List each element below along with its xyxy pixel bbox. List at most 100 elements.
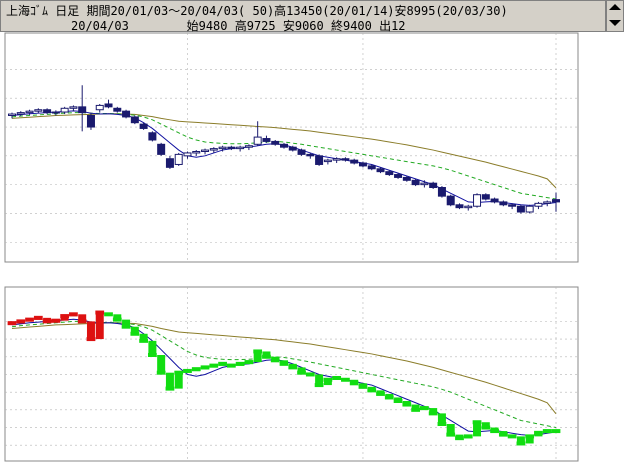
candle-body xyxy=(437,187,446,197)
candle-body xyxy=(51,111,60,114)
kagi-block xyxy=(543,431,552,434)
ma10-line xyxy=(11,112,557,200)
candle-body xyxy=(332,158,341,161)
kagi-block xyxy=(227,363,236,366)
kagi-block xyxy=(437,413,446,424)
kagi-block xyxy=(367,386,376,391)
candle-body xyxy=(165,158,174,168)
kagi-block xyxy=(508,434,517,437)
kagi-block xyxy=(34,317,43,320)
candle-body xyxy=(534,202,543,207)
candle-body xyxy=(78,106,87,114)
kagi-block xyxy=(113,314,122,320)
candle-body xyxy=(60,107,69,113)
kagi-block xyxy=(358,383,367,387)
kagi-ma10-line xyxy=(11,320,557,429)
candle-body xyxy=(34,109,43,112)
kagi-block xyxy=(16,321,25,324)
kagi-block xyxy=(306,372,315,375)
candle-body xyxy=(253,136,262,145)
candle-body xyxy=(411,179,420,186)
kagi-block xyxy=(516,436,525,444)
candle-body xyxy=(43,109,52,114)
kagi-block xyxy=(323,379,332,386)
candle-body xyxy=(481,194,490,200)
kagi-block xyxy=(446,424,455,435)
candle-body xyxy=(192,151,201,154)
candle-body xyxy=(271,140,280,145)
kagi-block xyxy=(341,378,350,380)
candle-body xyxy=(236,146,245,150)
candle-body xyxy=(209,148,218,151)
candle-body xyxy=(420,182,429,186)
kagi-block xyxy=(262,351,271,357)
kagi-block xyxy=(86,321,95,340)
kagi-block xyxy=(394,397,403,401)
kagi-block xyxy=(332,378,341,380)
kagi-block xyxy=(192,369,201,372)
candle-body xyxy=(376,168,385,173)
candle-body xyxy=(402,176,411,181)
candle-body xyxy=(113,107,122,112)
kagi-block xyxy=(209,365,218,368)
candle-body xyxy=(174,153,183,165)
candle-body xyxy=(288,146,297,151)
kagi-block xyxy=(51,320,60,323)
candle-body xyxy=(508,204,517,207)
kagi-block xyxy=(411,404,420,410)
candle-body xyxy=(244,145,253,148)
kagi-block xyxy=(420,408,429,411)
kagi-block xyxy=(385,393,394,398)
scroll-down-arrow-icon[interactable] xyxy=(609,20,621,26)
kagi-block xyxy=(473,422,482,437)
candle-body xyxy=(16,112,25,115)
kagi-block xyxy=(429,408,438,414)
kagi-block xyxy=(95,312,104,340)
kagi-block xyxy=(490,427,499,432)
candle-body xyxy=(122,110,131,118)
kagi-block xyxy=(201,367,210,370)
kagi-block xyxy=(139,333,148,341)
kagi-block xyxy=(280,360,288,364)
candle-body xyxy=(25,110,34,114)
kagi-block xyxy=(297,367,306,373)
candle-body xyxy=(315,155,324,165)
kagi-block xyxy=(218,363,227,366)
candle-body xyxy=(86,114,95,128)
kagi-block xyxy=(350,379,359,384)
kagi-block xyxy=(402,401,411,405)
candle-body xyxy=(525,205,534,213)
candle-body xyxy=(455,204,464,209)
candle-body xyxy=(543,201,552,204)
candle-body xyxy=(280,143,288,148)
kagi-block xyxy=(60,316,69,321)
candle-body xyxy=(139,123,148,129)
kagi-block xyxy=(244,362,253,365)
candle-body xyxy=(183,152,192,157)
candle-body xyxy=(69,106,78,109)
candle-body xyxy=(350,159,359,164)
kagi-block xyxy=(236,363,245,366)
kagi-block xyxy=(25,319,34,322)
candle-body xyxy=(104,103,113,108)
kagi-block xyxy=(157,355,166,373)
kagi-block xyxy=(104,312,113,315)
header-summary-line: 上海ｺﾞﾑ 日足 期間20/01/03～20/04/03( 50)高13450(… xyxy=(6,4,508,18)
panel-1-frame xyxy=(4,286,579,462)
candle-body xyxy=(8,113,16,116)
candle-body xyxy=(201,149,210,153)
kagi-block xyxy=(122,319,131,327)
candle-body xyxy=(297,149,306,155)
kagi-block xyxy=(43,317,52,322)
kagi-block xyxy=(481,422,490,428)
kagi-block xyxy=(499,431,508,435)
kagi-block xyxy=(288,363,297,368)
candle-body xyxy=(358,162,367,167)
candle-body xyxy=(148,132,157,141)
candle-body xyxy=(464,205,473,209)
kagi-block xyxy=(148,340,157,355)
scroll-up-arrow-icon[interactable] xyxy=(609,4,621,10)
candle-body xyxy=(516,205,525,213)
chart-header-bar: 上海ｺﾞﾑ 日足 期間20/01/03～20/04/03( 50)高13450(… xyxy=(0,0,606,33)
